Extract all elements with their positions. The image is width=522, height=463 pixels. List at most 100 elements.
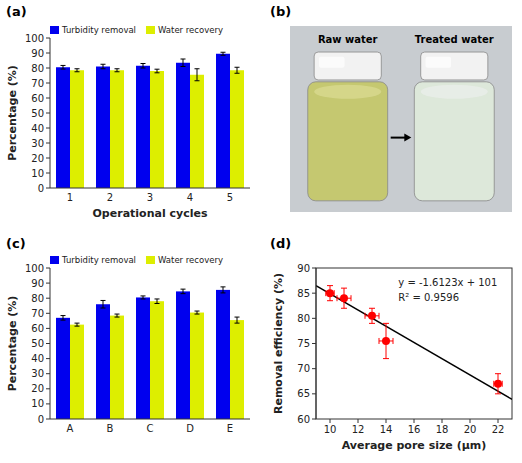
- panel-title: (b): [270, 4, 291, 19]
- y-tick: [46, 188, 50, 189]
- bar: [56, 318, 70, 419]
- x-error-bar: [326, 290, 334, 296]
- x-tick-label: 14: [380, 424, 393, 435]
- error-cap: [155, 72, 160, 73]
- legend-swatch: [50, 256, 59, 264]
- scatter-panel: (d)10121416182022Average pore size (μm)6…: [270, 236, 512, 452]
- bottle-body: [414, 82, 494, 201]
- y-tick-label: 40: [31, 123, 44, 134]
- x-tick: [386, 419, 387, 423]
- error-cap: [195, 311, 200, 312]
- error-bar: [155, 299, 160, 304]
- error-stem: [63, 65, 64, 69]
- error-stem: [157, 69, 158, 73]
- error-bar: [141, 64, 146, 69]
- y-tick-label: 0: [38, 414, 44, 425]
- x-tick: [330, 419, 331, 423]
- error-cap: [155, 298, 160, 299]
- bottle-cap: [421, 52, 488, 80]
- bar: [70, 325, 84, 419]
- plot-frame: [316, 268, 512, 419]
- annotation: R² = 0.9596: [398, 292, 459, 303]
- y-tick-label: 80: [31, 293, 44, 304]
- error-cap: [61, 320, 66, 321]
- y-tick: [312, 419, 316, 420]
- bar: [70, 70, 84, 188]
- x-tick: [358, 419, 359, 423]
- y-tick-label: 100: [25, 263, 44, 274]
- error-bar: [181, 59, 186, 67]
- y-tick-label: 90: [31, 278, 44, 289]
- illustration-panel: (b)Raw waterTreated water: [270, 4, 512, 212]
- y-tick-label: 70: [297, 363, 310, 374]
- y-tick: [46, 268, 50, 269]
- x-tick-label: 16: [408, 424, 421, 435]
- legend-swatch: [146, 26, 155, 34]
- x-tick-label: D: [186, 423, 194, 434]
- y-tick-label: 100: [25, 33, 44, 44]
- x-tick-label: 3: [147, 192, 153, 203]
- legend-swatch: [146, 256, 155, 264]
- error-cap: [181, 289, 186, 290]
- error-cap: [101, 64, 106, 65]
- error-cap: [235, 317, 240, 318]
- error-cap: [155, 69, 160, 70]
- y-tick: [46, 143, 50, 144]
- y-tick-label: 70: [31, 78, 44, 89]
- plot-area: [316, 286, 512, 400]
- error-cap: [141, 63, 146, 64]
- bar: [230, 70, 244, 188]
- error-cap: [327, 285, 333, 286]
- panel-title: (d): [270, 236, 291, 251]
- regression-line: [316, 286, 512, 400]
- point: [326, 289, 334, 297]
- y-tick: [312, 268, 316, 269]
- error-cap: [181, 66, 186, 67]
- bar: [110, 316, 124, 419]
- error-bar: [235, 67, 240, 73]
- error-cap: [341, 308, 347, 309]
- error-cap: [393, 338, 394, 344]
- y-tick: [46, 113, 50, 114]
- y-tick-label: 20: [31, 153, 44, 164]
- y-tick: [46, 328, 50, 329]
- error-cap: [221, 52, 226, 53]
- error-stem: [183, 59, 184, 67]
- y-tick-label: 60: [31, 323, 44, 334]
- y-tick: [312, 393, 316, 394]
- x-axis-label: Average pore size (μm): [342, 439, 487, 452]
- plot-area: [56, 287, 244, 419]
- y-tick-label: 80: [31, 63, 44, 74]
- legend: Turbidity removal Water recovery: [50, 25, 223, 35]
- x-error-bar: [337, 295, 351, 301]
- error-stem: [183, 289, 184, 294]
- x-tick-label: 18: [436, 424, 449, 435]
- error-cap: [181, 59, 186, 60]
- annotation: y = -1.6123x + 101: [398, 277, 497, 288]
- bar: [136, 297, 150, 419]
- point: [340, 294, 348, 302]
- legend-label: Turbidity removal: [61, 25, 136, 35]
- y-tick-label: 60: [297, 414, 310, 425]
- error-cap: [101, 68, 106, 69]
- y-tick: [46, 388, 50, 389]
- bottle-cap: [314, 52, 381, 80]
- y-tick-label: 20: [31, 383, 44, 394]
- error-bar: [115, 69, 120, 72]
- y-tick: [312, 293, 316, 294]
- error-cap: [341, 288, 347, 289]
- error-cap: [75, 71, 80, 72]
- y-tick: [46, 128, 50, 129]
- error-cap: [235, 67, 240, 68]
- error-cap: [221, 286, 226, 287]
- legend-label: Water recovery: [158, 25, 223, 35]
- y-error-bar: [327, 286, 333, 301]
- error-cap: [383, 358, 389, 359]
- error-cap: [141, 298, 146, 299]
- bottle-shoulder: [314, 85, 381, 99]
- error-stem: [103, 64, 104, 69]
- y-tick: [46, 343, 50, 344]
- y-tick: [46, 173, 50, 174]
- error-bar: [221, 52, 226, 55]
- panel-title: (a): [6, 4, 27, 19]
